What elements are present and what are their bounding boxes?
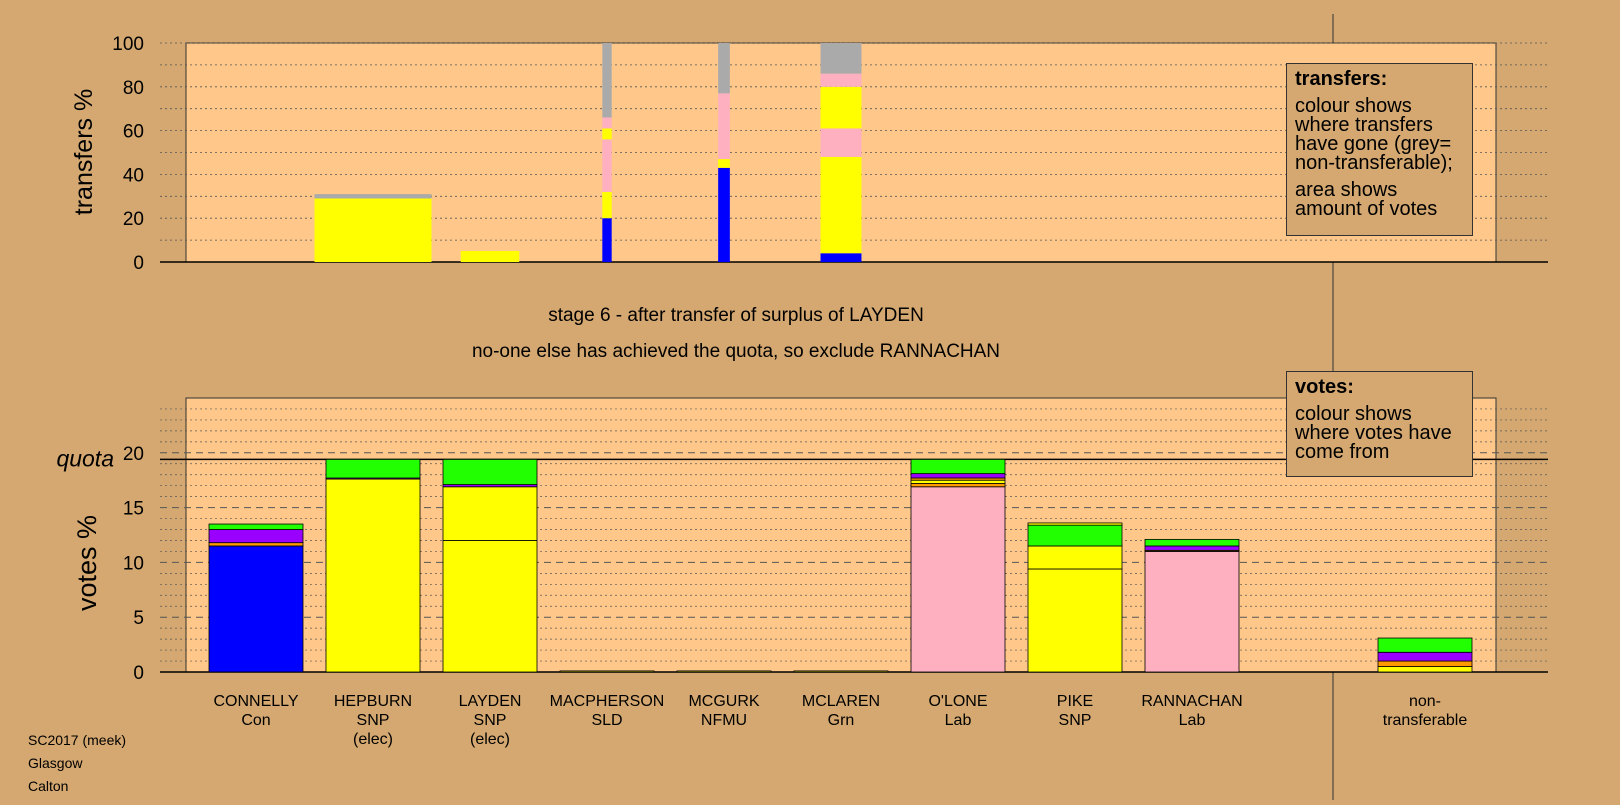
vote-bar-segment [1377,666,1473,673]
candidate-name-label: MCLAREN [802,693,880,710]
transfers-y-tick-label: 0 [133,253,144,274]
vote-bar-segment [208,542,304,547]
candidate-status-label: (elec) [470,731,510,748]
candidate-party-label: Lab [1179,712,1206,729]
transfer-bar-segment [820,156,862,254]
candidate-party-label: Lab [945,712,972,729]
candidate-party-label: NFMU [701,712,747,729]
vote-bar-segment [325,458,421,479]
transfer-bar-segment [602,218,612,262]
vote-bar-segment [910,458,1006,475]
vote-bar-segment [442,486,538,541]
vote-bar-segment [1144,545,1240,551]
candidate-name-label: PIKE [1057,693,1093,710]
transfer-bar-segment [820,73,862,87]
transfers-legend: transfers: colour shows where transfers … [1286,63,1473,236]
vote-bar-segment [1027,545,1123,570]
vote-bar-segment [1377,651,1473,662]
candidate-party-label: SNP [474,712,507,729]
transfer-bar-segment [820,253,862,262]
transfer-bar-segment [602,139,612,192]
transfers-legend-area: area shows amount of votes [1295,179,1438,220]
stage-subtitle: no-one else has achieved the quota, so e… [472,341,1000,362]
transfer-bar-segment [718,43,730,94]
transfer-bar-segment [820,43,862,74]
vote-bar-segment [1144,551,1240,673]
vote-bar-segment [910,483,1006,488]
transfer-bar-segment [718,159,730,168]
vote-bar-segment [325,478,421,673]
vote-bar-segment [442,540,538,673]
transfer-bar-segment [820,86,862,129]
votes-legend: votes: colour shows where votes have com… [1286,371,1473,477]
candidate-name-label: RANNACHAN [1141,693,1242,710]
candidate-party-label: Grn [828,712,855,729]
candidate-name-label: O'LONE [928,693,987,710]
vote-bar-segment [1027,568,1123,673]
transfer-bar-segment [602,191,612,219]
vote-bar-segment [793,670,889,673]
quota-label: quota [56,445,114,471]
vote-bar-segment [1377,637,1473,653]
credit-council: Glasgow [28,755,83,771]
vote-bar-segment [910,486,1006,673]
transfers-y-tick-label: 20 [123,209,144,230]
vote-bar-segment [910,479,1006,484]
candidate-name-label: non- [1409,693,1441,710]
transfers-y-tick-label: 100 [112,34,144,55]
transfers-y-tick-label: 80 [123,78,144,99]
transfer-bar-segment [718,93,730,160]
transfers-y-tick-label: 60 [123,122,144,143]
transfers-y-axis-label: transfers % [70,89,98,215]
votes-legend-colour: colour shows where votes have come from [1295,403,1452,463]
transfers-legend-colour: colour shows where transfers have gone (… [1295,95,1453,174]
candidate-party-label: Con [241,712,270,729]
transfer-bar-segment [460,251,520,262]
vote-bar-segment [442,458,538,485]
stage-title: stage 6 - after transfer of surplus of L… [548,305,924,326]
votes-y-tick-label: 20 [123,444,144,465]
candidate-name-label: LAYDEN [459,693,522,710]
votes-chart: 0 5 10 15 20 votes % quota CONNELLY Con HEPBURN SN… [56,397,1548,748]
credit-ward: Calton [28,778,69,794]
transfers-legend-title: transfers: [1295,68,1388,90]
credit-system: SC2017 (meek) [28,732,127,748]
vote-bar-segment [1377,660,1473,667]
candidate-party-label: transferable [1383,712,1468,729]
candidate-name-label: MACPHERSON [550,693,665,710]
transfer-bar-segment [820,128,862,157]
transfer-bar-segment [602,43,612,118]
votes-y-tick-label: 5 [133,608,144,629]
vote-bar-segment [208,545,304,673]
candidate-name-label: MCGURK [688,693,759,710]
transfer-bar-segment [314,198,432,262]
vote-bar-segment [910,473,1006,479]
candidate-party-label: SLD [591,712,622,729]
votes-y-tick-label: 15 [123,499,144,520]
vote-bar-segment [559,670,655,673]
candidate-status-label: (elec) [353,731,393,748]
votes-y-tick-label: 10 [123,553,144,574]
transfer-bar-segment [314,194,432,199]
candidate-party-label: SNP [357,712,390,729]
votes-y-tick-label: 0 [133,663,144,684]
vote-bar-segment [1027,522,1123,526]
votes-legend-title: votes: [1295,376,1354,398]
candidate-party-label: SNP [1059,712,1092,729]
vote-bar-segment [208,529,304,544]
transfers-y-tick-label: 40 [123,165,144,186]
transfer-bar-segment [718,167,730,262]
transfer-bar-segment [602,128,612,140]
votes-y-axis-label: votes % [72,515,102,611]
vote-bar-segment [1027,524,1123,547]
vote-bar-segment [676,670,772,673]
transfer-bar-segment [602,117,612,129]
vote-bar-segment [208,523,304,530]
vote-bar-segment [1144,538,1240,547]
candidate-name-label: CONNELLY [213,693,298,710]
candidate-name-label: HEPBURN [334,693,412,710]
